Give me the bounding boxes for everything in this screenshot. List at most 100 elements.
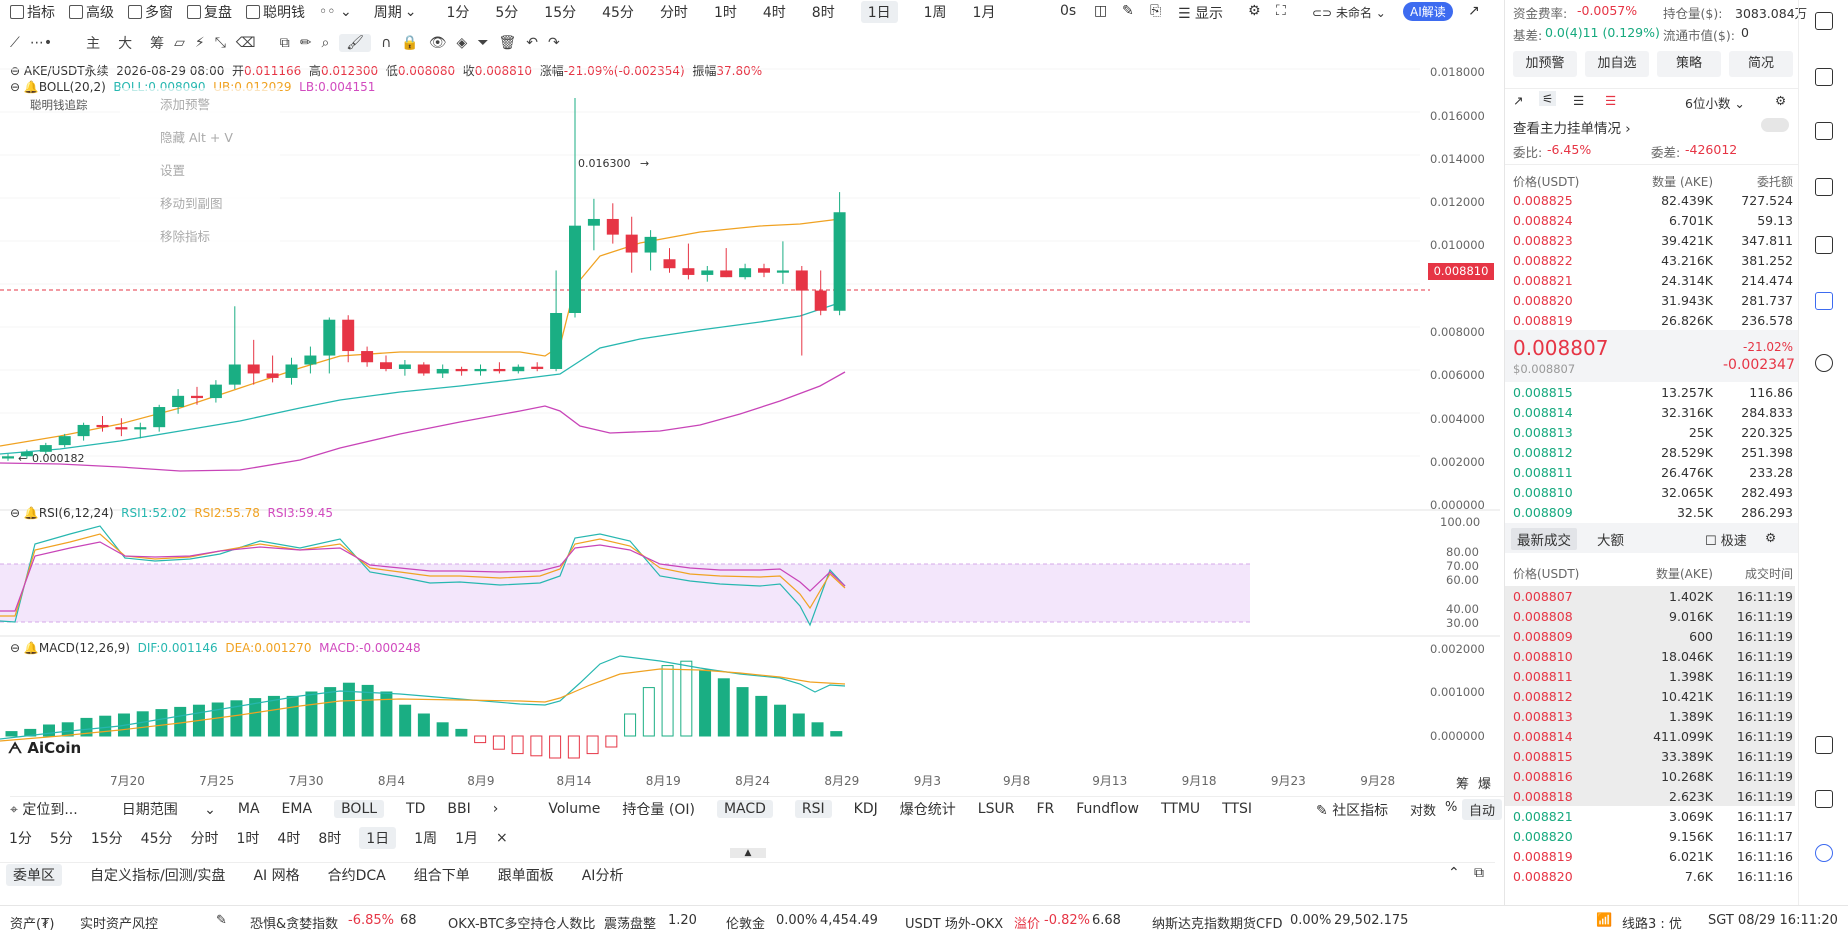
- orderbook-row[interactable]: 0.008807 1.402K 16:11:19: [1505, 586, 1795, 606]
- tf2-8h[interactable]: 8时: [318, 831, 342, 847]
- liquidation-toggle[interactable]: 爆: [1478, 777, 1492, 792]
- collapse-icon[interactable]: ⊖: [10, 641, 21, 655]
- sub-ind-rsi[interactable]: RSI: [794, 799, 832, 818]
- locate-button[interactable]: ⌖ 定位到...: [10, 801, 78, 818]
- orderbook-row[interactable]: 0.008811 26.476K 233.28: [1513, 464, 1793, 480]
- orderbook-row[interactable]: 0.008821 24.314K 214.474: [1513, 272, 1793, 288]
- tf2-1h[interactable]: 1时: [236, 831, 260, 847]
- advanced-menu[interactable]: 高级: [69, 2, 114, 22]
- headset-icon[interactable]: [1815, 790, 1833, 808]
- undo-icon[interactable]: ↶: [526, 35, 539, 51]
- date-range-button[interactable]: 日期范围 ⌄: [121, 801, 216, 818]
- chart-area[interactable]: 0.016300 → ← 0.000182: [0, 56, 1500, 846]
- zoom-icon[interactable]: ⌕: [321, 35, 330, 51]
- edit-icon[interactable]: ✎: [216, 913, 227, 928]
- add-alert-button[interactable]: 加预警: [1513, 51, 1577, 77]
- panel-tab-dca[interactable]: 合约DCA: [327, 867, 386, 884]
- collapse-handle[interactable]: ▲: [730, 848, 766, 858]
- tf2-45m[interactable]: 45分: [140, 831, 173, 847]
- tf-15m[interactable]: 15分: [544, 5, 577, 21]
- assistant-icon[interactable]: [1815, 844, 1833, 862]
- asset-label[interactable]: 资产(₮): [10, 917, 55, 932]
- main-orders-link[interactable]: 查看主力挂单情况 ›: [1513, 121, 1631, 137]
- display-menu[interactable]: ☰ 显示: [1178, 6, 1224, 22]
- notes-icon[interactable]: [1815, 12, 1833, 30]
- tf-1w[interactable]: 1周: [923, 5, 947, 21]
- layout-icon[interactable]: [1815, 736, 1833, 754]
- chip-toggle[interactable]: 筹: [1456, 777, 1470, 792]
- ob-mode-3-icon[interactable]: ☰: [1573, 93, 1585, 108]
- ctx-move-subchart[interactable]: 移动到副图: [160, 196, 223, 211]
- redo-icon[interactable]: ↷: [548, 35, 560, 51]
- magnet-icon[interactable]: ∩: [381, 35, 392, 51]
- main-tool[interactable]: 主: [86, 36, 101, 52]
- ctx-settings[interactable]: 设置: [160, 163, 186, 178]
- orderbook-row[interactable]: 0.008812 28.529K 251.398: [1513, 444, 1793, 460]
- etf-icon[interactable]: [1815, 236, 1833, 254]
- orderbook-row[interactable]: 0.008808 9.016K 16:11:19: [1505, 606, 1795, 626]
- tf-1h[interactable]: 1时: [713, 5, 737, 21]
- tf2-1m[interactable]: 1分: [9, 831, 32, 847]
- main-ind-boll[interactable]: BOLL: [334, 799, 385, 818]
- monitor-icon[interactable]: [1815, 178, 1833, 196]
- share-icon[interactable]: ↗: [1468, 3, 1480, 19]
- orderbook-row[interactable]: 0.008824 6.701K 59.13: [1513, 212, 1793, 228]
- orderbook-row[interactable]: 0.008823 39.421K 347.811: [1513, 232, 1793, 248]
- main-orders-toggle[interactable]: [1761, 118, 1789, 132]
- chevron-up-icon[interactable]: ⌃: [1448, 865, 1460, 881]
- main-ind-ma[interactable]: MA: [237, 800, 260, 817]
- orderbook-row[interactable]: 0.008820 31.943K 281.737: [1513, 292, 1793, 308]
- period-menu[interactable]: 周期 ⌄: [373, 4, 417, 21]
- orderbook-row[interactable]: 0.008810 18.046K 16:11:19: [1505, 646, 1795, 666]
- sub-ind-fr[interactable]: FR: [1036, 800, 1055, 817]
- bell-icon[interactable]: 🔔: [23, 80, 39, 94]
- orderbook-row[interactable]: 0.008821 3.069K 16:11:17: [1513, 808, 1793, 824]
- more-menu[interactable]: ◦◦ ⌄: [319, 4, 352, 20]
- export-icon[interactable]: ⎘: [1150, 3, 1162, 19]
- auto-toggle[interactable]: 自动: [1462, 799, 1503, 820]
- line-tool-icon[interactable]: ⟋: [10, 35, 20, 51]
- ai-interpret-button[interactable]: AI解读: [1403, 2, 1453, 21]
- measure-icon[interactable]: ⤡: [214, 35, 226, 51]
- pen-icon[interactable]: ✎: [1122, 3, 1134, 19]
- orderbook-row[interactable]: 0.008822 43.216K 381.252: [1513, 252, 1793, 268]
- tf2-1mo[interactable]: 1月: [455, 831, 479, 847]
- multi-window-menu[interactable]: 多窗: [128, 2, 173, 22]
- chevron-right-icon[interactable]: ›: [492, 800, 499, 817]
- panel-tab-ai-analysis[interactable]: AI分析: [581, 867, 624, 884]
- ob-mode-4-icon[interactable]: ☰: [1605, 93, 1617, 108]
- ruler-icon[interactable]: ▱: [174, 35, 185, 51]
- orderbook-row[interactable]: 0.008820 7.6K 16:11:16: [1513, 868, 1793, 884]
- trend-icon[interactable]: ⚡: [194, 35, 205, 51]
- trades-settings-icon[interactable]: ⚙: [1765, 530, 1777, 545]
- decimals-select[interactable]: 6位小数 ⌄: [1685, 96, 1745, 111]
- ctx-add-alert[interactable]: 添加预警: [160, 97, 211, 112]
- tf2-1d[interactable]: 1日: [359, 827, 397, 849]
- popout-icon[interactable]: ⧉: [1474, 865, 1484, 881]
- replay-menu[interactable]: 复盘: [187, 2, 232, 22]
- orderbook-row[interactable]: 0.008820 9.156K 16:11:17: [1513, 828, 1793, 844]
- copy-icon[interactable]: ⧉: [279, 35, 290, 51]
- robot-icon[interactable]: [1815, 292, 1833, 310]
- panel-tab-combo[interactable]: 组合下单: [413, 867, 470, 884]
- orderbook-row[interactable]: 0.008815 33.389K 16:11:19: [1505, 746, 1795, 766]
- lock-icon[interactable]: 🔒: [401, 35, 419, 51]
- orderbook-row[interactable]: 0.008809 600 16:11:19: [1505, 626, 1795, 646]
- tab-latest-trades[interactable]: 最新成交: [1511, 528, 1577, 550]
- network-line[interactable]: 线路3 : 优: [1622, 917, 1682, 932]
- tf-1mo[interactable]: 1月: [972, 5, 996, 21]
- orderbook-row[interactable]: 0.008811 1.398K 16:11:19: [1505, 666, 1795, 686]
- sub-ind-liq[interactable]: 爆仓统计: [899, 801, 956, 818]
- tf-1m[interactable]: 1分: [446, 5, 470, 21]
- orderbook-row[interactable]: 0.008809 32.5K 286.293: [1513, 504, 1793, 520]
- orderbook-row[interactable]: 0.008819 26.826K 236.578: [1513, 312, 1793, 328]
- sub-ind-volume[interactable]: Volume: [548, 800, 601, 817]
- orderbook-row[interactable]: 0.008814 411.099K 16:11:19: [1505, 726, 1795, 746]
- ob-settings-icon[interactable]: ⚙: [1775, 93, 1787, 108]
- sub-ind-fundflow[interactable]: Fundflow: [1076, 800, 1139, 817]
- trash-icon[interactable]: 🗑: [498, 35, 517, 51]
- tf2-5m[interactable]: 5分: [49, 831, 73, 847]
- tf2-15m[interactable]: 15分: [90, 831, 123, 847]
- tf2-1w[interactable]: 1周: [414, 831, 438, 847]
- orderbook-row[interactable]: 0.008813 1.389K 16:11:19: [1505, 706, 1795, 726]
